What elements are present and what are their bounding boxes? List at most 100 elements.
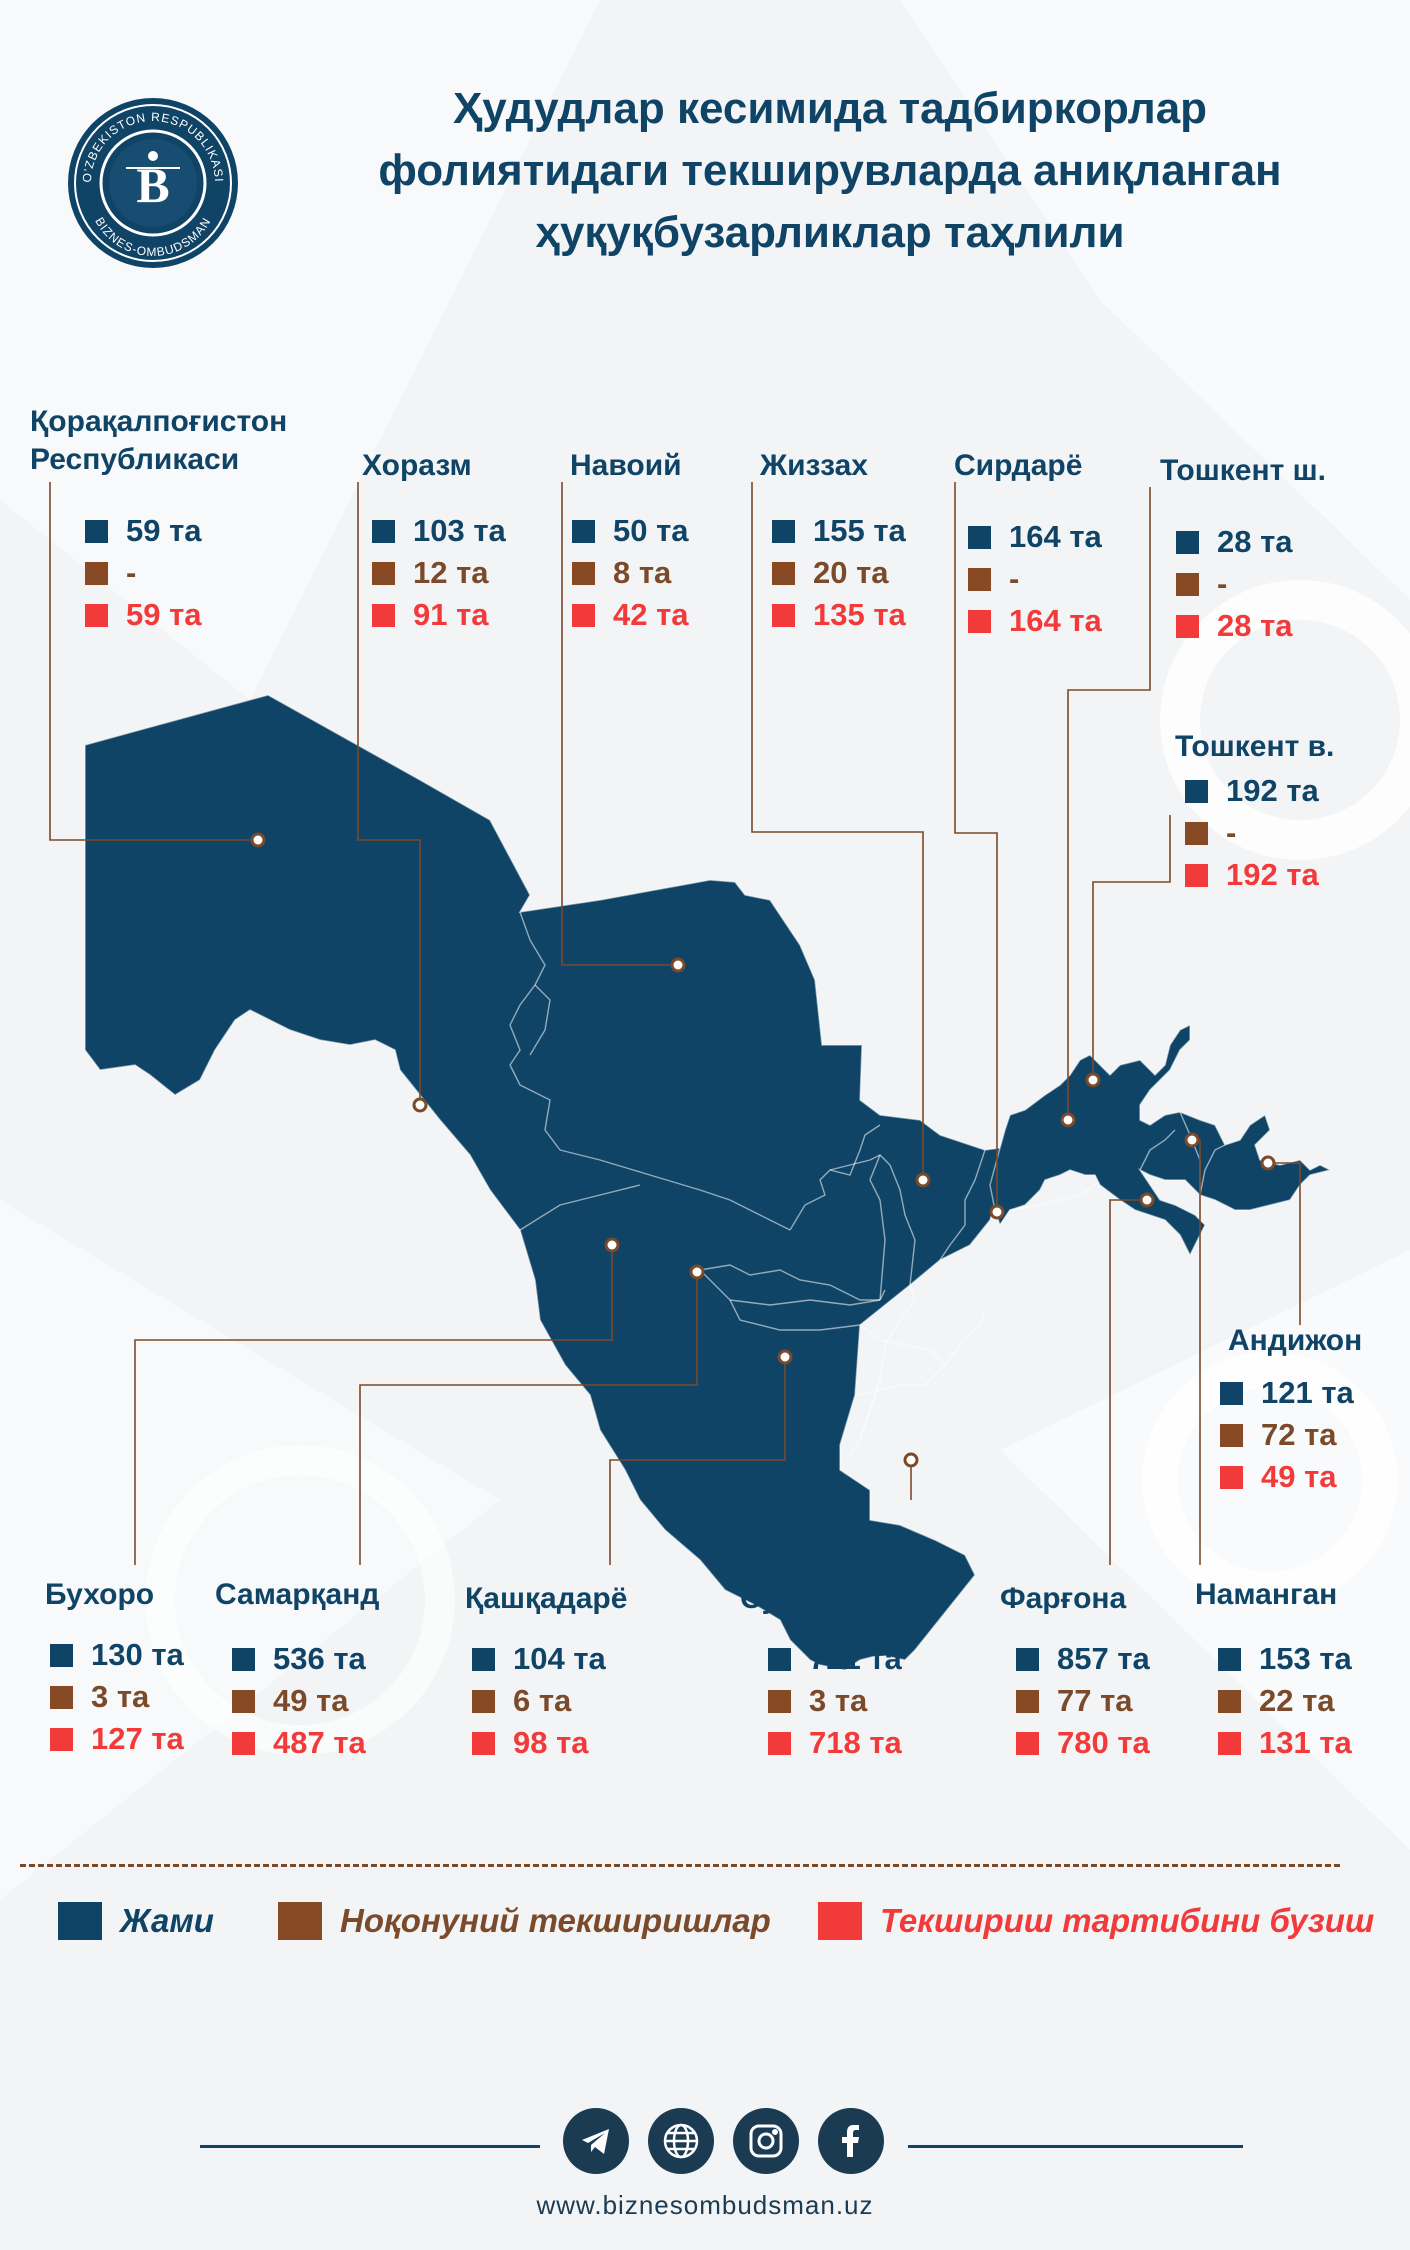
swatch-total [1176,530,1199,554]
stat-value: 22 та [1259,1683,1335,1718]
stat-value: 153 та [1259,1641,1352,1676]
leader-lines [49,482,1301,1565]
stat-total-karakalpakstan: 59 та [85,512,202,550]
swatch-total [50,1643,73,1667]
swatch-total [232,1647,255,1671]
stat-value: 59 та [126,597,202,632]
stat-violation-kashkadarya: 98 та [472,1724,589,1762]
legend-label-illegal: Ноқонуний текширишлар [340,1902,771,1939]
stat-illegal-jizzakh: 20 та [772,554,889,592]
region-name-navoi: Навоий [570,449,682,482]
stat-value: 50 та [613,513,689,548]
stat-illegal-kashkadarya: 6 та [472,1682,571,1720]
stat-value: 12 та [413,555,489,590]
stat-value: 857 та [1057,1641,1150,1676]
swatch-total [472,1647,495,1671]
stat-value: - [126,555,137,590]
region-name-surkhandarya: Сурхондарё [740,1582,920,1615]
swatch-total [968,525,991,549]
stat-violation-tashkent_region: 192 та [1185,856,1319,894]
swatch-violation [372,603,395,627]
stat-value: 3 та [809,1683,868,1718]
legend-label-violation: Текшириш тартибини бузиш [880,1902,1375,1939]
title-line-1: Ҳудудлар кесимида тадбиркорлар [452,84,1208,133]
footer-line-left [200,2145,540,2148]
stat-value: 72 та [1261,1417,1337,1452]
swatch-violation [1176,614,1199,638]
region-name-khorezm: Хоразм [362,449,472,482]
stat-violation-andijan: 49 та [1220,1458,1337,1496]
region-name-karakalpakstan: Қорақалпоғистон Республикаси [30,405,288,476]
stat-value: 127 та [91,1721,184,1756]
stat-value: 721 та [809,1641,902,1676]
stat-total-bukhara: 130 та [50,1636,184,1674]
stat-violation-syrdarya: 164 та [968,602,1102,640]
footer-line-right [908,2145,1243,2148]
swatch-total [1185,779,1208,803]
instagram-icon[interactable] [733,2108,799,2174]
stat-illegal-namangan: 22 та [1218,1682,1335,1720]
legend-label-total: Жами [120,1902,214,1939]
telegram-icon[interactable] [563,2108,629,2174]
swatch-total [85,519,108,543]
swatch-total [768,1647,791,1671]
stat-value: 98 та [513,1725,589,1760]
stat-total-kashkadarya: 104 та [472,1640,606,1678]
stat-value: 42 та [613,597,689,632]
stat-violation-samarkand: 487 та [232,1724,366,1762]
stat-violation-navoi: 42 та [572,596,689,634]
stat-total-khorezm: 103 та [372,512,506,550]
stat-violation-khorezm: 91 та [372,596,489,634]
separator-line [20,1864,1340,1867]
stat-total-andijan: 121 та [1220,1374,1354,1412]
ombudsman-logo: O'ZBEKISTON RESPUBLIKASI BIZNES-OMBUDSMA… [66,96,240,270]
stat-total-jizzakh: 155 та [772,512,906,550]
stat-violation-fergana: 780 та [1016,1724,1150,1762]
swatch-illegal [968,567,991,591]
swatch-illegal [572,561,595,585]
stat-value: 121 та [1261,1375,1354,1410]
region-name-bukhara: Бухоро [45,1578,155,1611]
swatch-violation [85,603,108,627]
swatch-violation [1218,1731,1241,1755]
stat-value: 130 та [91,1637,184,1672]
swatch-illegal [1016,1689,1039,1713]
stat-value: 77 та [1057,1683,1133,1718]
region-markers [250,832,1276,1468]
stat-violation-jizzakh: 135 та [772,596,906,634]
stat-value: 49 та [1261,1459,1337,1494]
swatch-illegal [768,1689,791,1713]
legend-swatch-violation [818,1902,862,1940]
stat-total-samarkand: 536 та [232,1640,366,1678]
swatch-illegal [472,1689,495,1713]
legend-item-illegal: Ноқонуний текширишлар [278,1902,771,1940]
stat-value: 192 та [1226,773,1319,808]
website-link[interactable]: www.biznesombudsman.uz [536,2190,874,2220]
stat-total-namangan: 153 та [1218,1640,1352,1678]
legend-item-total: Жами [58,1902,214,1940]
stat-illegal-andijan: 72 та [1220,1416,1337,1454]
stat-value: 91 та [413,597,489,632]
globe-icon[interactable] [648,2108,714,2174]
stat-value: 6 та [513,1683,572,1718]
region-name-syrdarya: Сирдарё [954,449,1083,482]
stat-value: 104 та [513,1641,606,1676]
stat-value: 28 та [1217,524,1293,559]
logo-letter: B [136,157,169,213]
stat-violation-tashkent_city: 28 та [1176,607,1293,645]
stat-value: 718 та [809,1725,902,1760]
stat-illegal-tashkent_region: - [1185,814,1236,852]
stat-total-navoi: 50 та [572,512,689,550]
region-name-tashkent_city: Тошкент ш. [1160,454,1326,487]
swatch-violation [472,1731,495,1755]
facebook-icon[interactable] [818,2108,884,2174]
stat-violation-namangan: 131 та [1218,1724,1352,1762]
stat-violation-karakalpakstan: 59 та [85,596,202,634]
swatch-violation [232,1731,255,1755]
stat-illegal-khorezm: 12 та [372,554,489,592]
title-line-2: фолиятидаги текширувларда аниқланган [378,146,1282,195]
stat-value: 164 та [1009,519,1102,554]
stat-value: 131 та [1259,1725,1352,1760]
stat-illegal-bukhara: 3 та [50,1678,149,1716]
